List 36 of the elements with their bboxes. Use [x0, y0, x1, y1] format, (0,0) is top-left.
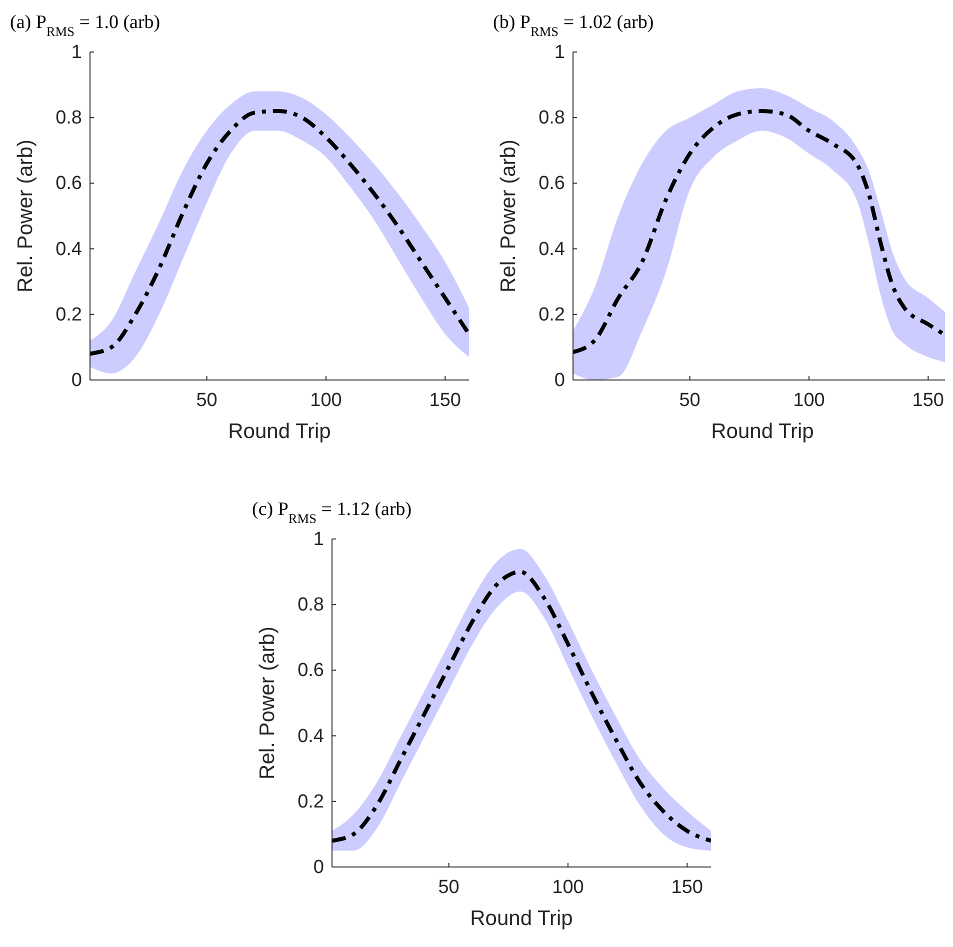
chart-title: (a) P$_{RMS}$ = 1.0 (arb) — [10, 12, 160, 38]
y-tick-label: 0.6 — [56, 173, 82, 194]
y-tick-label: 0 — [313, 857, 324, 878]
x-axis-title: Round Trip — [470, 907, 573, 930]
x-tick-label: 50 — [679, 390, 700, 411]
x-tick-label: 150 — [429, 390, 462, 411]
x-axis-title: Round Trip — [228, 420, 331, 443]
y-tick-label: 0.4 — [538, 238, 566, 260]
y-axis-title: Rel. Power (arb) — [497, 140, 520, 292]
x-tick-label: 100 — [552, 877, 584, 898]
y-axis-title: Rel. Power (arb) — [256, 626, 279, 780]
y-tick-label: 1 — [313, 529, 324, 550]
x-tick-label: 150 — [671, 877, 704, 898]
y-tick-label: 1 — [71, 42, 82, 63]
x-tick-label: 100 — [310, 390, 342, 411]
x-axis-title: Round Trip — [711, 420, 814, 443]
y-tick-label: 0 — [554, 370, 565, 391]
y-tick-label: 1 — [554, 42, 565, 63]
y-tick-label: 0.8 — [298, 594, 324, 616]
y-tick-label: 0 — [71, 370, 82, 391]
y-tick-label: 0.4 — [298, 726, 324, 747]
x-tick-label: 50 — [196, 390, 218, 411]
y-tick-label: 0.6 — [298, 660, 324, 682]
y-tick-label: 0.2 — [56, 304, 82, 326]
y-tick-label: 0.2 — [538, 304, 565, 326]
y-axis-title: Rel. Power (arb) — [14, 140, 37, 292]
y-tick-label: 0.8 — [538, 108, 565, 129]
x-tick-label: 50 — [438, 877, 460, 898]
y-tick-label: 0.4 — [56, 238, 82, 260]
chart-title: (b) P$_{RMS}$ = 1.02 (arb) — [493, 12, 654, 38]
y-tick-label: 0.6 — [538, 173, 565, 194]
x-tick-label: 150 — [912, 390, 944, 411]
x-tick-label: 100 — [793, 390, 825, 411]
y-tick-label: 0.8 — [56, 108, 82, 129]
chart-title: (c) P$_{RMS}$ = 1.12 (arb) — [252, 499, 412, 526]
y-tick-label: 0.2 — [298, 791, 324, 812]
